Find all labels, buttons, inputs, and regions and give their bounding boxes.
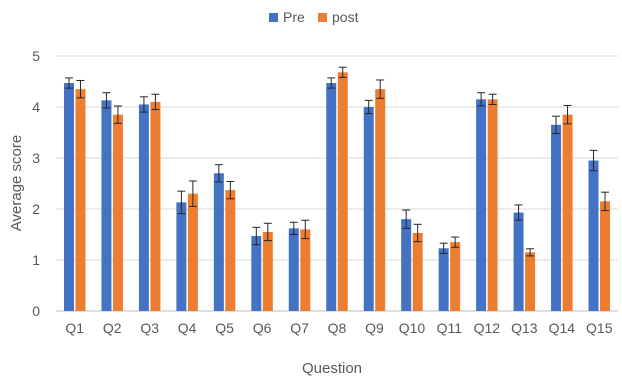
- bar-pre-q10: [401, 219, 412, 311]
- y-tick-label: 4: [32, 99, 40, 115]
- bar-post-q9: [375, 89, 386, 312]
- bar-pre-q2: [101, 100, 112, 312]
- x-tick-label: Q13: [511, 320, 538, 336]
- error-bars: [64, 66, 610, 257]
- bar-pre-q9: [363, 107, 374, 311]
- bar-pre-q12: [476, 99, 487, 311]
- gridlines: [56, 55, 618, 312]
- bar-pre-q15: [588, 160, 599, 311]
- y-tick-label: 2: [32, 201, 40, 217]
- x-axis-title: Question: [302, 360, 362, 377]
- x-tick-label: Q9: [365, 320, 384, 336]
- y-axis-title: Average score: [8, 135, 25, 231]
- bar-post-q5: [225, 190, 236, 311]
- x-tick-label: Q15: [586, 320, 613, 336]
- legend-swatch-pre: [269, 13, 278, 22]
- bar-pre-q3: [138, 104, 149, 311]
- bar-post-q4: [187, 193, 198, 311]
- bar-pre-q11: [438, 248, 449, 311]
- bar-pre-q7: [288, 228, 299, 311]
- x-axis-ticks: Q1 Q2 Q3 Q4 Q5 Q6 Q7 Q8 Q9 Q10 Q11 Q12 Q13 Q14 Q15: [65, 320, 612, 336]
- bar-post-q1: [75, 89, 86, 312]
- x-tick-label: Q10: [399, 320, 426, 336]
- bar-post-q8: [337, 72, 348, 311]
- legend: Pre post: [269, 9, 359, 25]
- bar-post-q10: [412, 232, 423, 311]
- bar-post-q6: [262, 231, 273, 311]
- y-tick-label: 3: [32, 150, 40, 166]
- bar-pre-q13: [513, 212, 524, 311]
- bar-post-q15: [600, 201, 611, 311]
- bar-pre-q4: [176, 202, 187, 311]
- y-tick-label: 5: [32, 48, 40, 64]
- x-tick-label: Q14: [549, 320, 576, 336]
- bar-pre-q8: [326, 83, 337, 311]
- x-tick-label: Q3: [140, 320, 159, 336]
- x-tick-label: Q8: [328, 320, 347, 336]
- legend-label-post: post: [332, 9, 359, 25]
- x-tick-label: Q7: [290, 320, 309, 336]
- x-tick-label: Q2: [103, 320, 122, 336]
- y-axis-ticks: 0 1 2 3 4 5: [32, 48, 40, 319]
- bar-post-q3: [150, 101, 161, 312]
- bar-pre-q14: [551, 124, 562, 311]
- bar-pre-q1: [63, 83, 74, 311]
- legend-label-pre: Pre: [283, 9, 305, 25]
- x-tick-label: Q11: [437, 320, 463, 336]
- x-tick-label: Q5: [215, 320, 234, 336]
- x-tick-label: Q6: [253, 320, 272, 336]
- x-tick-label: Q4: [178, 320, 197, 336]
- bar-post-q14: [562, 114, 573, 312]
- legend-swatch-post: [318, 13, 327, 22]
- x-tick-label: Q1: [65, 320, 84, 336]
- bar-pre-q5: [213, 173, 224, 311]
- y-tick-label: 0: [32, 303, 40, 319]
- y-tick-label: 1: [32, 252, 40, 268]
- bar-post-q13: [525, 252, 536, 311]
- bars: [63, 72, 611, 312]
- bar-pre-q6: [251, 236, 262, 311]
- bar-post-q11: [450, 242, 461, 311]
- x-tick-label: Q12: [474, 320, 501, 336]
- bar-post-q12: [487, 99, 498, 311]
- bar-post-q2: [112, 114, 123, 312]
- bar-post-q7: [300, 229, 311, 311]
